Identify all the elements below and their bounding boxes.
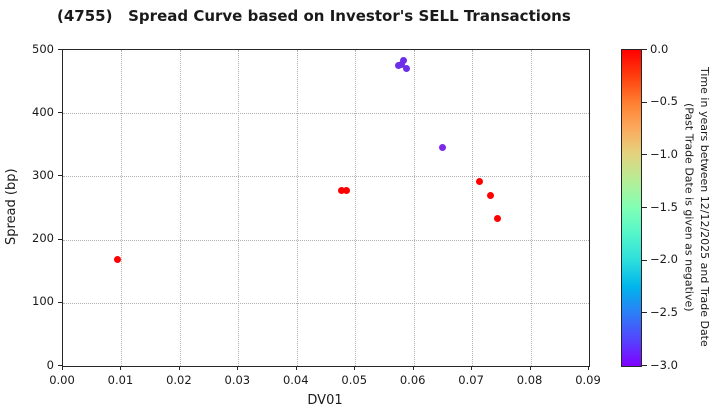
- x-tick-mark: [295, 366, 297, 370]
- y-tick-mark: [58, 238, 62, 240]
- colorbar-label: Time in years between 12/12/2025 and Tra…: [681, 49, 712, 365]
- y-tick-label: 0: [46, 357, 54, 372]
- y-tick-mark: [58, 301, 62, 303]
- x-tick-mark: [62, 366, 63, 370]
- y-tick-mark: [58, 112, 62, 114]
- colorbar-tick-label: −2.5: [650, 304, 678, 319]
- x-tick-label: 0.08: [516, 373, 543, 387]
- x-tick-label: 0.07: [458, 373, 484, 387]
- x-gridline: [179, 50, 181, 366]
- data-point: [475, 177, 483, 185]
- colorbar-tick-label: −1.0: [650, 146, 678, 161]
- y-tick-label: 300: [32, 167, 54, 182]
- data-point: [337, 187, 345, 195]
- colorbar-tick-label: −3.0: [650, 357, 678, 372]
- x-gridline: [296, 50, 298, 366]
- colorbar-tick-mark: [641, 365, 647, 366]
- x-gridline: [238, 50, 240, 366]
- colorbar-tick-mark: [641, 101, 647, 103]
- x-tick-mark: [120, 366, 122, 370]
- y-tick-label: 100: [32, 294, 54, 309]
- y-tick-label: 400: [32, 104, 54, 119]
- data-point: [342, 186, 350, 194]
- data-point: [400, 57, 408, 65]
- x-tick-mark: [354, 366, 356, 370]
- x-axis-label: DV01: [307, 393, 343, 408]
- colorbar-tick-label: 0.0: [650, 41, 669, 56]
- x-tick-label: 0.04: [282, 373, 309, 387]
- x-tick-label: 0.09: [575, 373, 601, 387]
- x-tick-mark: [412, 366, 414, 370]
- x-tick-label: 0.05: [341, 373, 368, 387]
- chart-title: (4755) Spread Curve based on Investor's …: [57, 7, 571, 25]
- x-tick-label: 0.00: [49, 373, 75, 387]
- y-gridline: [63, 176, 589, 178]
- x-tick-mark: [529, 366, 531, 370]
- y-tick-mark: [58, 49, 62, 50]
- colorbar-tick-label: −2.0: [650, 252, 678, 267]
- x-tick-mark: [237, 366, 239, 370]
- x-gridline: [121, 50, 123, 366]
- data-point: [398, 61, 406, 69]
- x-tick-mark: [471, 366, 473, 370]
- x-tick-label: 0.02: [166, 373, 192, 387]
- x-gridline: [530, 50, 532, 366]
- colorbar-tick-mark: [641, 207, 647, 208]
- y-tick-label: 500: [32, 41, 54, 56]
- colorbar-label-line1: Time in years between 12/12/2025 and Tra…: [698, 67, 711, 347]
- y-gridline: [63, 113, 589, 115]
- y-tick-mark: [58, 365, 62, 366]
- y-axis-label: Spread (bp): [4, 168, 19, 246]
- colorbar-tick-mark: [641, 312, 647, 314]
- x-gridline: [355, 50, 357, 366]
- colorbar-tick-mark: [641, 154, 647, 156]
- data-point: [494, 214, 502, 222]
- y-gridline: [63, 302, 589, 304]
- x-tick-mark: [178, 366, 180, 370]
- x-gridline: [413, 50, 415, 366]
- data-point: [113, 256, 121, 264]
- colorbar-tick-mark: [641, 49, 647, 50]
- colorbar-tick-label: −0.5: [650, 94, 678, 109]
- data-point: [486, 192, 494, 200]
- colorbar-gradient: [621, 49, 642, 367]
- x-tick-mark: [588, 366, 589, 370]
- colorbar-tick-mark: [641, 259, 647, 261]
- data-point: [439, 143, 447, 151]
- x-tick-label: 0.01: [107, 373, 134, 387]
- y-tick-mark: [58, 175, 62, 177]
- y-tick-label: 200: [32, 231, 54, 246]
- colorbar-tick-label: −1.5: [650, 199, 678, 214]
- x-tick-label: 0.06: [399, 373, 426, 387]
- plot-area: [62, 49, 590, 367]
- data-point: [403, 64, 411, 72]
- y-gridline: [63, 239, 589, 241]
- colorbar-label-line2: (Past Trade Date is given as negative): [682, 102, 696, 312]
- x-gridline: [472, 50, 474, 366]
- x-tick-label: 0.03: [224, 373, 251, 387]
